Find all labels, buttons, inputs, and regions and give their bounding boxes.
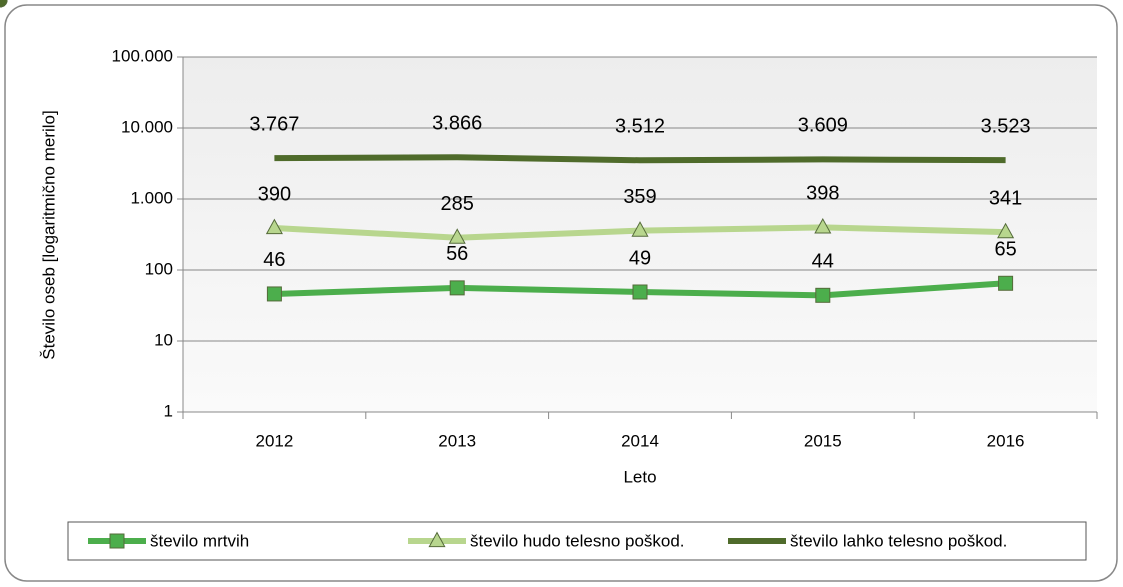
x-tick-label: 2014 xyxy=(621,431,659,450)
data-point xyxy=(632,284,648,300)
y-axis-label: Število oseb [logaritmično merilo] xyxy=(39,110,58,359)
data-label: 390 xyxy=(258,183,291,205)
data-point xyxy=(631,221,649,237)
data-label: 398 xyxy=(806,183,839,205)
y-tick-label: 10 xyxy=(154,330,173,349)
legend-label: število hudo telesno poškod. xyxy=(470,531,685,550)
data-label: 3.512 xyxy=(615,116,665,138)
y-tick-label: 1 xyxy=(164,401,173,420)
x-tick-label: 2016 xyxy=(987,431,1025,450)
data-point xyxy=(998,275,1014,291)
data-label: 3.609 xyxy=(798,115,848,137)
legend xyxy=(67,521,1087,561)
legend-label: število mrtvih xyxy=(150,531,249,550)
data-point xyxy=(448,228,466,244)
data-point xyxy=(814,217,832,234)
y-tick-label: 100.000 xyxy=(112,46,173,65)
data-point xyxy=(997,222,1015,239)
legend-marker xyxy=(428,531,446,548)
series-line xyxy=(274,154,1006,164)
x-axis-label: Leto xyxy=(623,467,656,486)
data-label: 3.523 xyxy=(981,115,1031,137)
data-point xyxy=(449,280,465,296)
data-label: 341 xyxy=(989,187,1022,209)
y-tick-label: 10.000 xyxy=(121,117,173,136)
legend-marker xyxy=(0,0,8,8)
data-point xyxy=(815,287,831,303)
data-label: 44 xyxy=(812,251,834,273)
data-label: 3.767 xyxy=(249,113,299,135)
legend-marker xyxy=(109,533,125,549)
data-label: 49 xyxy=(629,247,651,269)
data-label: 46 xyxy=(263,249,285,271)
x-tick-label: 2012 xyxy=(255,431,293,450)
x-tick-label: 2013 xyxy=(438,431,476,450)
data-label: 56 xyxy=(446,243,468,265)
data-point xyxy=(265,218,283,235)
data-label: 65 xyxy=(994,239,1016,261)
data-label: 359 xyxy=(623,186,656,208)
data-point xyxy=(266,286,282,302)
legend-label: število lahko telesno poškod. xyxy=(790,531,1007,550)
data-label: 3.866 xyxy=(432,113,482,135)
y-tick-label: 1.000 xyxy=(130,188,173,207)
x-tick-label: 2015 xyxy=(804,431,842,450)
y-tick-label: 100 xyxy=(145,259,173,278)
data-label: 285 xyxy=(441,193,474,215)
